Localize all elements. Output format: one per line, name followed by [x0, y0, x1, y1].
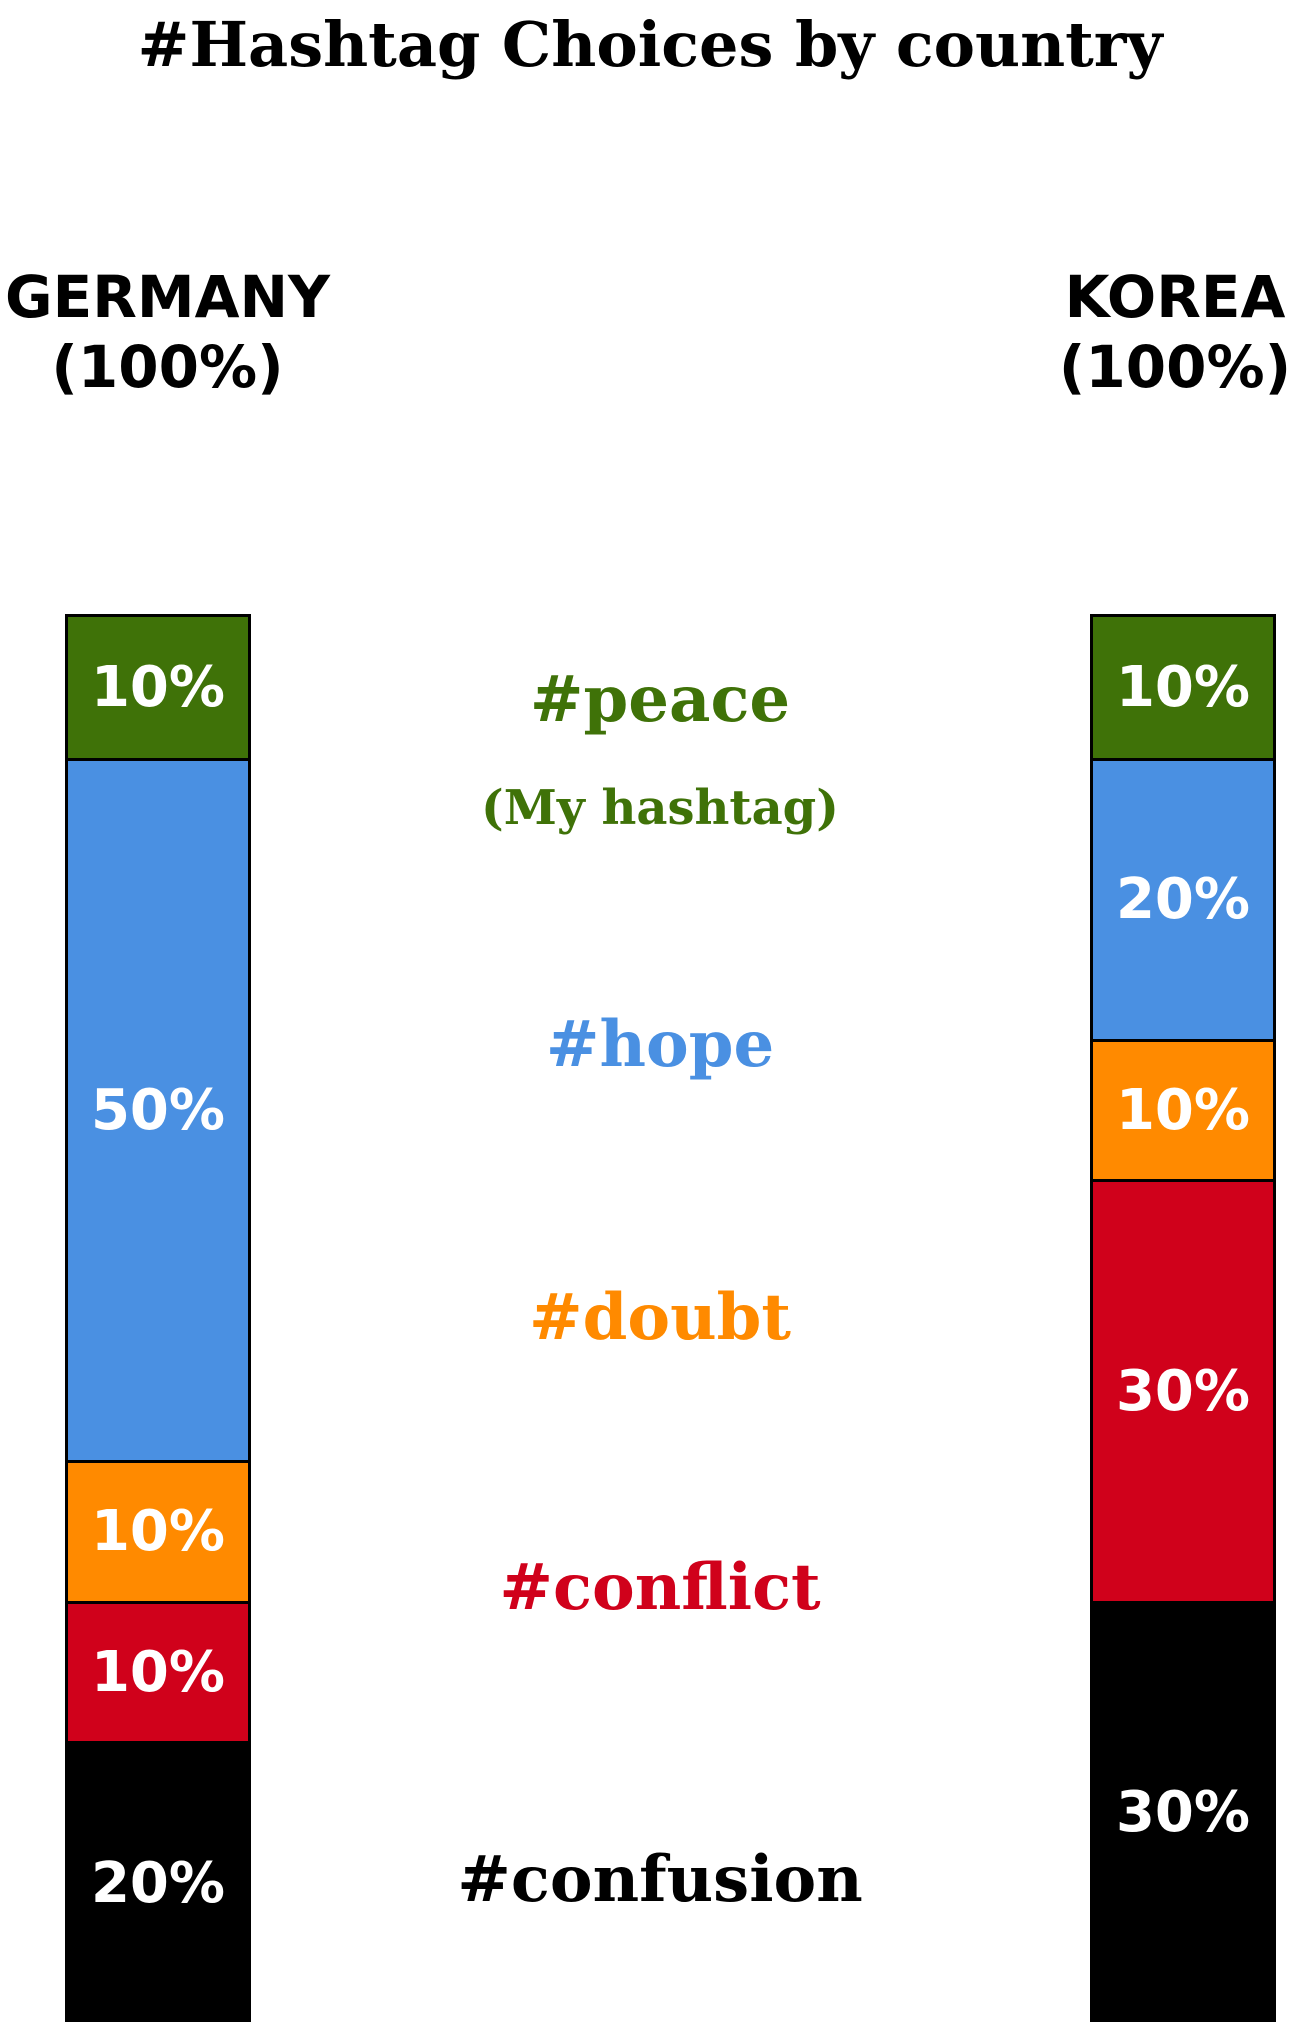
- legend-hope: #hope: [545, 1007, 775, 1082]
- bar-korea: 10% 20% 10% 30% 30%: [1090, 614, 1276, 2022]
- country-total-germany: (100%): [51, 333, 284, 401]
- data-label-korea-peace: 10%: [1115, 654, 1251, 720]
- data-label-korea-hope: 20%: [1115, 867, 1251, 932]
- bar-segment-germany-confusion: 20%: [68, 1741, 248, 2022]
- bar-segment-germany-doubt: 10%: [68, 1460, 248, 1601]
- bar-segment-germany-hope: 50%: [68, 757, 248, 1460]
- country-name-germany: GERMANY: [4, 263, 331, 331]
- country-label-korea: KOREA (100%): [1050, 262, 1300, 402]
- legend-peace-note: (My hashtag): [481, 780, 839, 836]
- data-label-germany-doubt: 10%: [90, 1499, 226, 1565]
- country-total-korea: (100%): [1058, 333, 1292, 401]
- legend-peace: #peace: [529, 662, 791, 737]
- legend-conflict: #conflict: [499, 1550, 821, 1625]
- bar-segment-korea-peace: 10%: [1093, 617, 1273, 758]
- country-label-germany: GERMANY (100%): [0, 262, 335, 402]
- chart-title: #Hashtag Choices by country: [137, 8, 1163, 81]
- data-label-germany-peace: 10%: [90, 654, 226, 720]
- data-label-korea-confusion: 30%: [1115, 1780, 1251, 1846]
- bar-segment-korea-doubt: 10%: [1093, 1038, 1273, 1179]
- data-label-korea-doubt: 10%: [1115, 1077, 1251, 1143]
- data-label-germany-conflict: 10%: [90, 1639, 226, 1705]
- data-label-germany-confusion: 20%: [90, 1850, 226, 1916]
- data-label-germany-hope: 50%: [90, 1077, 226, 1143]
- bar-segment-germany-peace: 10%: [68, 617, 248, 758]
- bar-germany: 10% 50% 10% 10% 20%: [65, 614, 251, 2022]
- legend-confusion: #confusion: [457, 1842, 863, 1917]
- country-name-korea: KOREA: [1064, 263, 1286, 331]
- bar-segment-germany-conflict: 10%: [68, 1600, 248, 1741]
- legend-doubt: #doubt: [529, 1280, 791, 1355]
- bar-segment-korea-confusion: 30%: [1093, 1600, 1273, 2022]
- data-label-korea-conflict: 30%: [1115, 1358, 1251, 1424]
- bar-segment-korea-hope: 20%: [1093, 757, 1273, 1039]
- bar-segment-korea-conflict: 30%: [1093, 1179, 1273, 1601]
